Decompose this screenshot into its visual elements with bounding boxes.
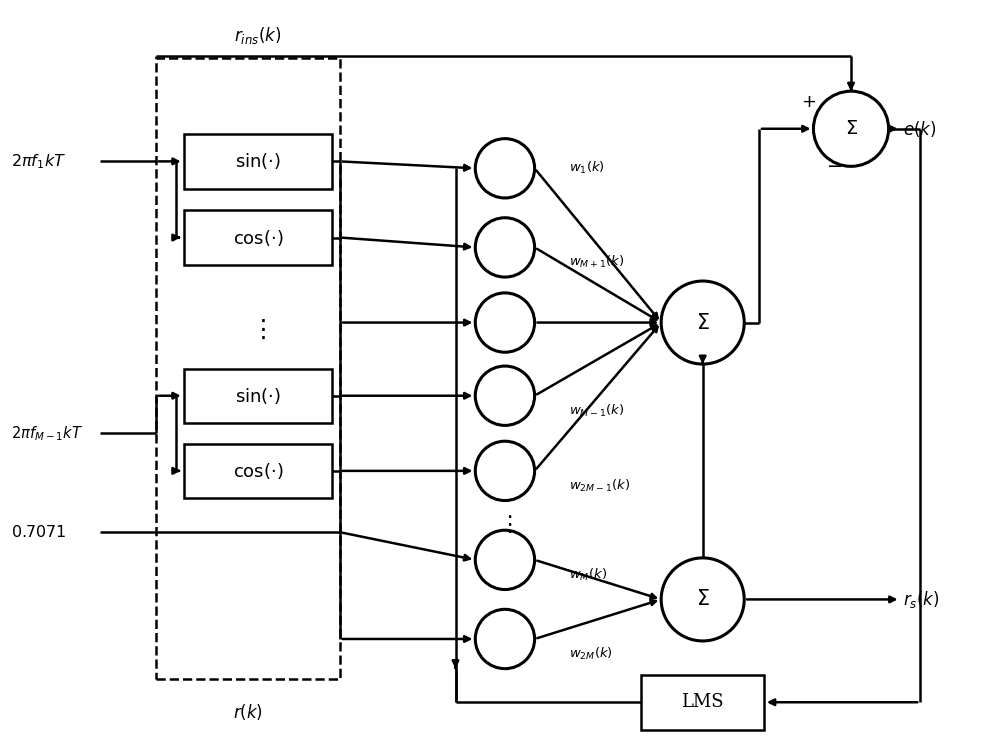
Text: $w_{M-1}(k)$: $w_{M-1}(k)$ <box>569 403 625 419</box>
Text: $r_{ins}(k)$: $r_{ins}(k)$ <box>234 25 281 46</box>
Text: $r_s(k)$: $r_s(k)$ <box>903 589 940 610</box>
Text: $\Sigma$: $\Sigma$ <box>696 312 710 333</box>
Bar <box>156 57 340 679</box>
Text: $w_1(k)$: $w_1(k)$ <box>569 160 605 176</box>
Text: $\cos(\cdot)$: $\cos(\cdot)$ <box>233 228 283 248</box>
Text: $\Sigma$: $\Sigma$ <box>845 119 858 138</box>
Text: $\sin(\cdot)$: $\sin(\cdot)$ <box>235 385 281 405</box>
Text: $\Sigma$: $\Sigma$ <box>696 589 710 609</box>
Bar <box>184 211 332 265</box>
Bar <box>641 675 764 730</box>
Text: $\vdots$: $\vdots$ <box>498 513 512 535</box>
Text: $2\pi f_1 kT$: $2\pi f_1 kT$ <box>11 152 66 170</box>
Bar <box>184 134 332 188</box>
Bar <box>184 443 332 498</box>
Text: $\sin(\cdot)$: $\sin(\cdot)$ <box>235 151 281 171</box>
Bar <box>184 368 332 423</box>
Text: $2\pi f_{M-1}kT$: $2\pi f_{M-1}kT$ <box>11 424 83 443</box>
Text: $w_{M+1}(k)$: $w_{M+1}(k)$ <box>569 254 625 270</box>
Text: $0.7071$: $0.7071$ <box>11 524 66 541</box>
Text: $w_{2M}(k)$: $w_{2M}(k)$ <box>569 646 613 662</box>
Text: $\vdots$: $\vdots$ <box>250 318 266 341</box>
Text: $w_{2M-1}(k)$: $w_{2M-1}(k)$ <box>569 478 630 494</box>
Text: $\cos(\cdot)$: $\cos(\cdot)$ <box>233 461 283 481</box>
Text: $+$: $+$ <box>801 93 816 111</box>
Text: $e(k)$: $e(k)$ <box>903 119 937 138</box>
Text: LMS: LMS <box>681 693 724 711</box>
Text: $w_M(k)$: $w_M(k)$ <box>569 567 607 583</box>
Text: $r(k)$: $r(k)$ <box>233 702 263 722</box>
Text: $-$: $-$ <box>826 155 842 174</box>
